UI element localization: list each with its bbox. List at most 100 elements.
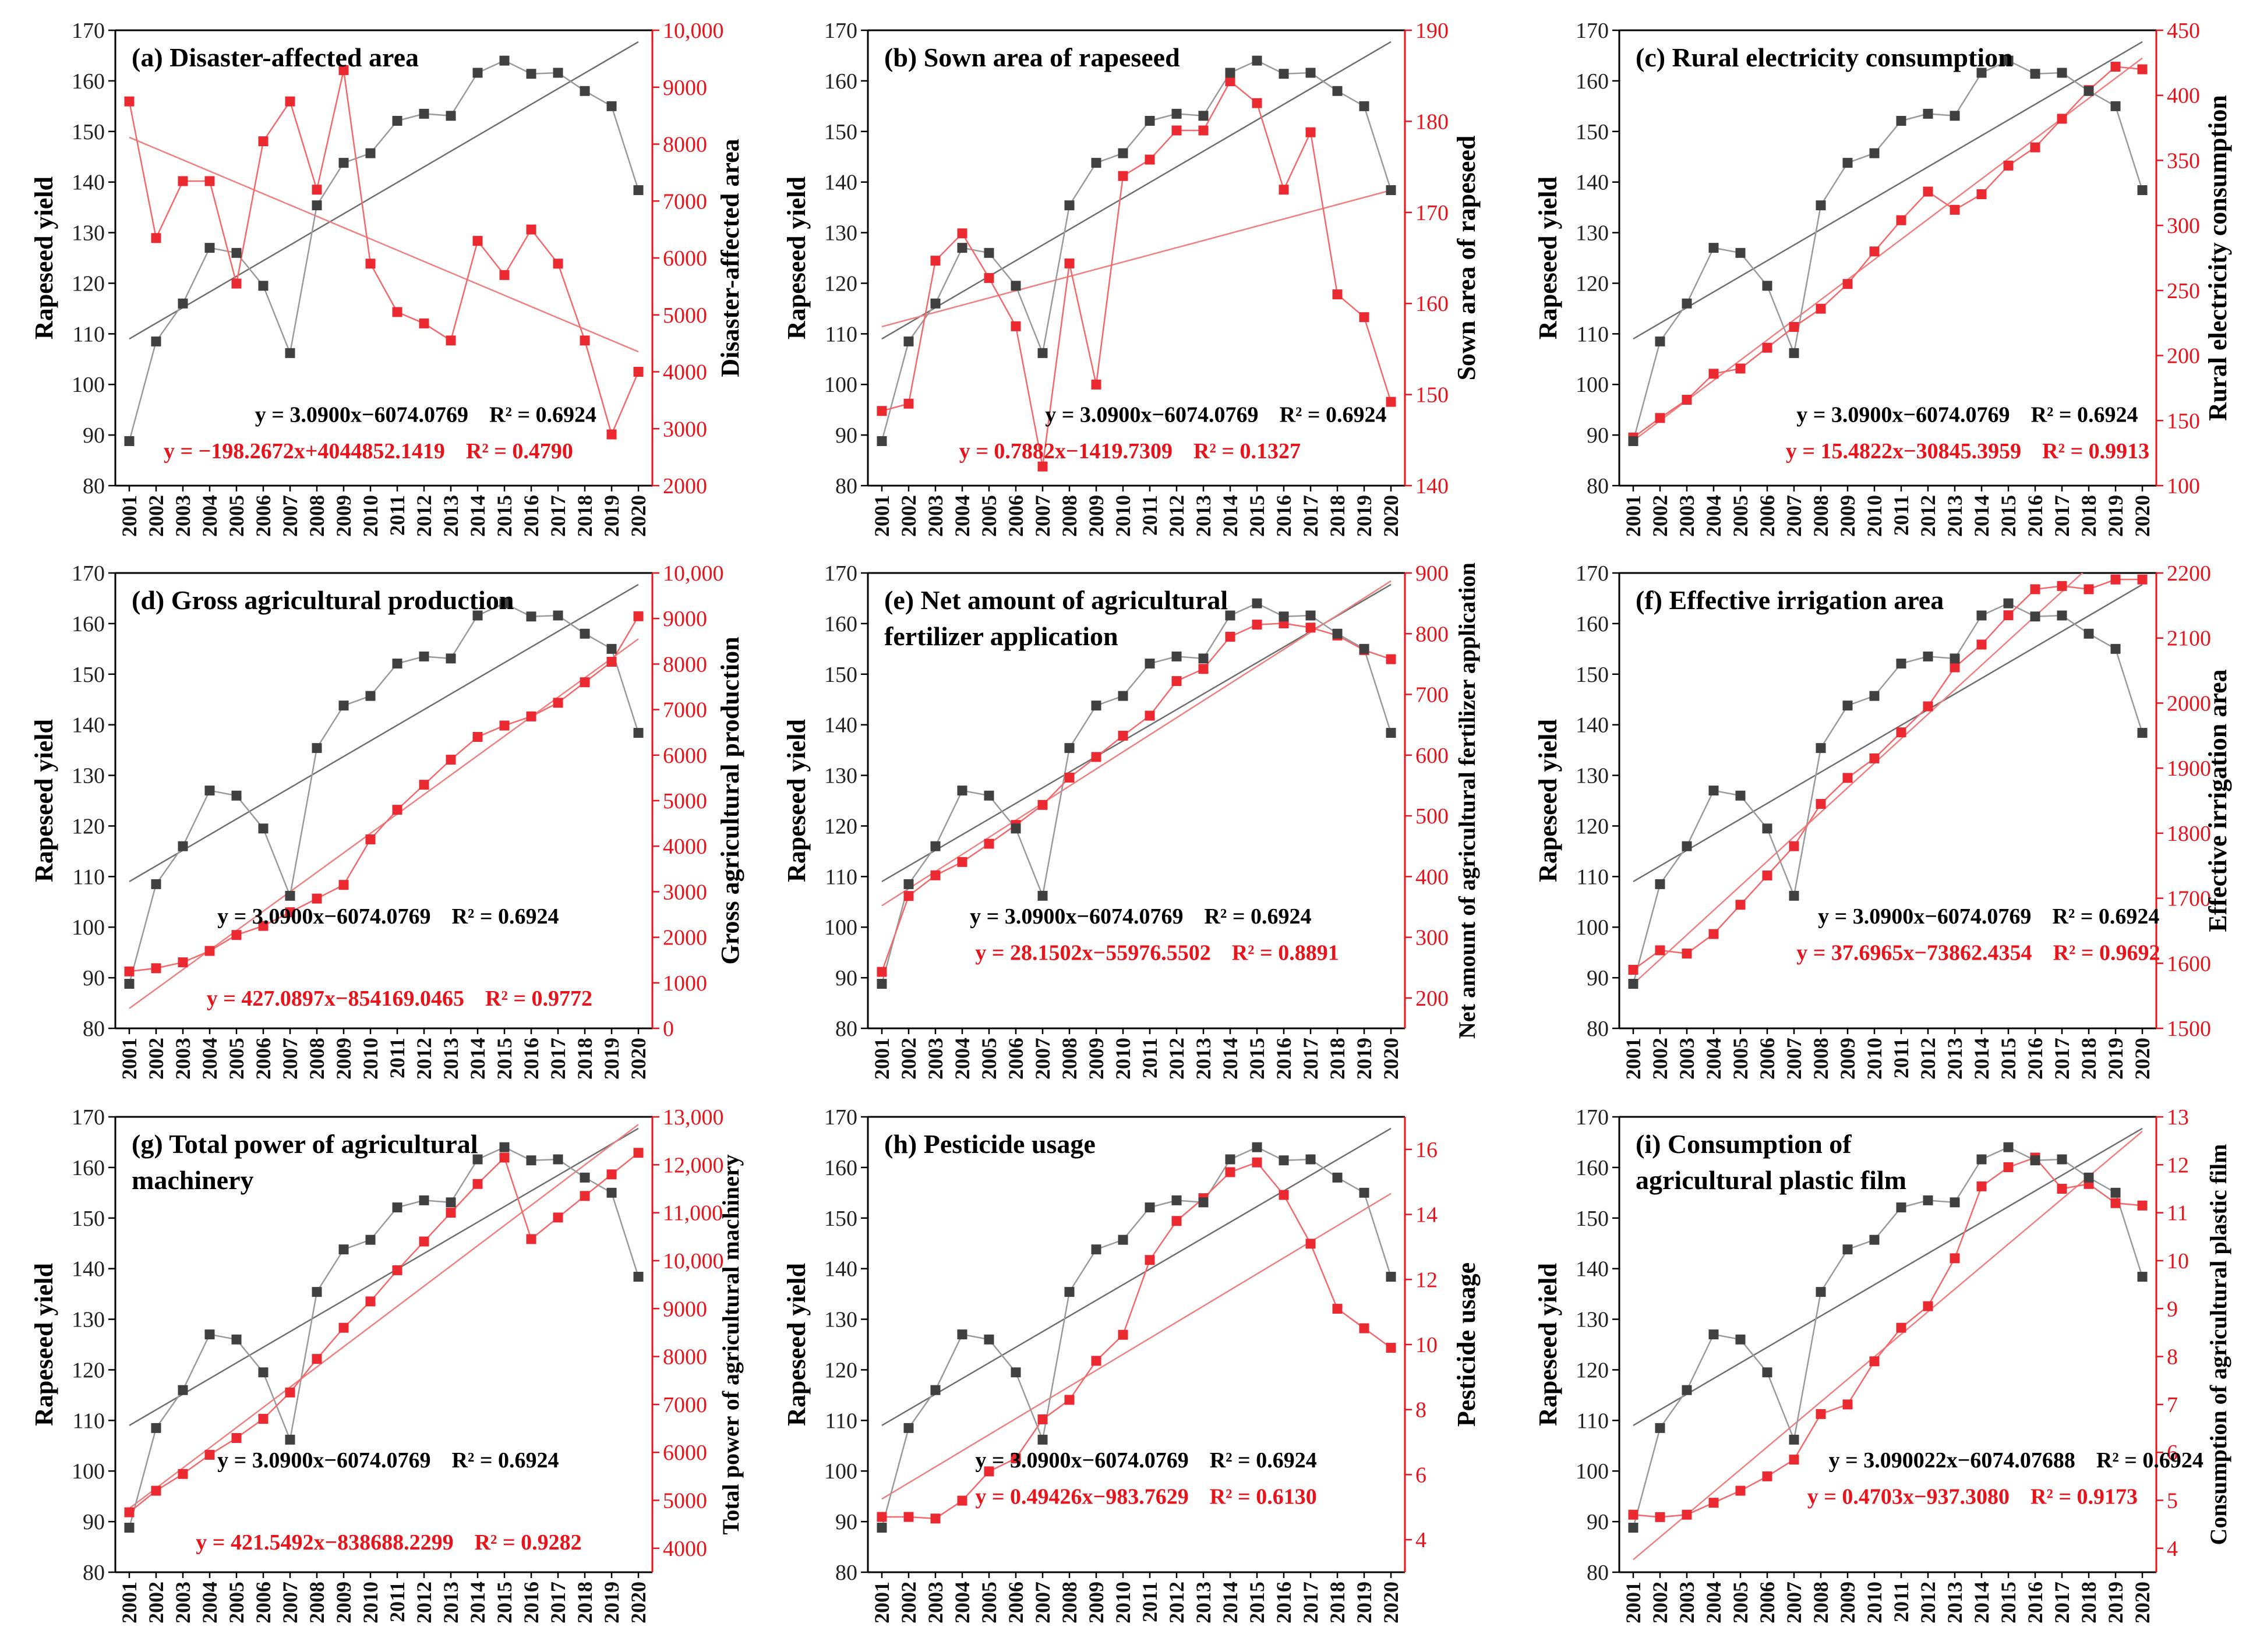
x-tick-label: 2020 <box>1379 495 1403 537</box>
y-left-tick-label: 80 <box>1587 1017 1609 1041</box>
factor-point <box>1762 870 1772 880</box>
yield-point <box>178 298 188 309</box>
x-tick-label: 2013 <box>439 1582 462 1623</box>
y-right-tick-label: 10 <box>1415 1333 1438 1357</box>
factor-point <box>1735 1485 1746 1496</box>
yield-point <box>1923 108 1933 119</box>
y-right-axis-title: Sown area of rapeseed <box>1452 136 1481 381</box>
yield-point <box>984 247 994 258</box>
y-right-tick-label: 6000 <box>663 744 707 768</box>
yield-point <box>204 243 215 253</box>
factor-point <box>472 236 483 246</box>
x-tick-label: 2001 <box>870 1582 894 1623</box>
factor-point <box>231 278 242 289</box>
x-tick-label: 2016 <box>1272 1582 1295 1623</box>
yield-point <box>1386 728 1396 738</box>
x-tick-label: 2016 <box>520 1582 543 1623</box>
y-left-tick-label: 100 <box>824 915 857 940</box>
factor-point <box>2110 1198 2121 1208</box>
factor-point <box>1118 730 1128 741</box>
factor-point <box>124 966 135 977</box>
yield-point <box>1708 243 1719 253</box>
factor-point <box>1976 189 1987 200</box>
yield-point <box>1816 743 1826 754</box>
x-tick-label: 2012 <box>412 1038 436 1080</box>
x-tick-label: 2004 <box>1702 1582 1725 1623</box>
x-tick-label: 2012 <box>1916 1038 1940 1080</box>
factor-point <box>984 1466 994 1477</box>
y-left-tick-label: 150 <box>824 663 857 687</box>
y-right-tick-label: 9000 <box>663 1297 707 1321</box>
x-tick-label: 2015 <box>493 1038 516 1080</box>
y-right-axis-title: Net amount of agricultural fertilizer ap… <box>1454 563 1480 1039</box>
x-tick-label: 2006 <box>1004 1038 1027 1080</box>
yield-point <box>178 841 188 851</box>
factor-point <box>1359 1323 1369 1333</box>
y-left-tick-label: 90 <box>83 423 105 448</box>
yield-point <box>1976 610 1987 621</box>
x-tick-label: 2012 <box>412 1582 436 1623</box>
yield-point <box>1332 628 1343 639</box>
y-right-tick-label: 10,000 <box>663 561 724 586</box>
factor-point <box>1252 1157 1262 1168</box>
x-tick-label: 2015 <box>1997 495 2020 537</box>
x-tick-label: 2014 <box>1219 495 1242 537</box>
yield-fit-r2: R² = 0.6924 <box>2096 1448 2203 1473</box>
factor-trend-line <box>1633 573 2084 985</box>
chart-panel-f: 80 90 100 110 120 130 140 150 160 170 1500 1600 1700… <box>1534 561 2232 1080</box>
yield-point <box>1118 1234 1128 1245</box>
factor-point <box>1037 800 1048 810</box>
factor-point <box>1171 1216 1182 1226</box>
chart-panel-g: 80 90 100 110 120 130 140 150 160 170 4000 5000 6000… <box>30 1105 744 1623</box>
factor-point <box>1708 929 1719 939</box>
factor-point <box>312 185 322 195</box>
factor-fit-r2: R² = 0.9772 <box>485 986 592 1011</box>
yield-point <box>2110 101 2121 111</box>
yield-point <box>1842 701 1853 711</box>
y-right-tick-label: 4000 <box>663 1537 707 1561</box>
y-right-tick-label: 150 <box>2167 409 2200 433</box>
factor-point <box>499 1152 510 1163</box>
factor-point <box>633 611 644 621</box>
yield-point <box>1332 86 1343 96</box>
y-right-tick-label: 8 <box>2167 1345 2178 1370</box>
yield-fit-equation: y = 3.0900x−6074.0769 <box>217 904 430 929</box>
x-tick-label: 2007 <box>1782 1038 1806 1080</box>
yield-fit-equation: y = 3.0900x−6074.0769 <box>217 1448 430 1473</box>
factor-point <box>1252 98 1262 108</box>
x-tick-label: 2008 <box>1809 495 1832 537</box>
y-right-tick-label: 4 <box>2167 1537 2178 1561</box>
factor-point <box>338 880 349 890</box>
factor-point <box>2137 574 2148 585</box>
x-tick-label: 2001 <box>118 1038 141 1080</box>
yield-point <box>2084 1172 2094 1183</box>
factor-point <box>1386 397 1396 407</box>
factor-point <box>472 732 483 742</box>
yield-point <box>258 823 269 834</box>
factor-point <box>1655 945 1665 956</box>
factor-point <box>1762 1471 1772 1481</box>
x-tick-label: 2020 <box>2131 1582 2154 1623</box>
factor-fit-equation: y = 15.4822x−30845.3959 <box>1786 439 2021 464</box>
panel-title: (a) Disaster-affected area <box>132 43 419 72</box>
x-tick-label: 2020 <box>627 1582 650 1623</box>
yield-point <box>1171 1195 1182 1205</box>
x-tick-label: 2006 <box>1004 495 1027 537</box>
y-left-tick-label: 90 <box>835 423 857 448</box>
chart-panel-c: 80 90 100 110 120 130 140 150 160 170 100 150 200 250… <box>1534 19 2232 537</box>
x-tick-label: 2003 <box>171 1582 195 1623</box>
factor-point <box>1708 1498 1719 1508</box>
factor-point <box>984 273 994 283</box>
y-left-tick-label: 140 <box>824 171 857 195</box>
yield-point <box>1816 200 1826 211</box>
panel-title-line2: agricultural plastic film <box>1636 1165 1906 1195</box>
yield-fit-r2: R² = 0.6924 <box>2052 904 2159 929</box>
yield-point <box>1011 823 1021 834</box>
y-left-tick-label: 80 <box>835 1561 857 1585</box>
y-left-axis-title: Rapeseed yield <box>1534 719 1562 882</box>
factor-point <box>312 893 322 904</box>
y-left-tick-label: 90 <box>1587 423 1609 448</box>
x-tick-label: 2004 <box>951 1582 974 1623</box>
y-left-tick-label: 160 <box>72 69 105 94</box>
x-tick-label: 2008 <box>1058 1582 1081 1623</box>
